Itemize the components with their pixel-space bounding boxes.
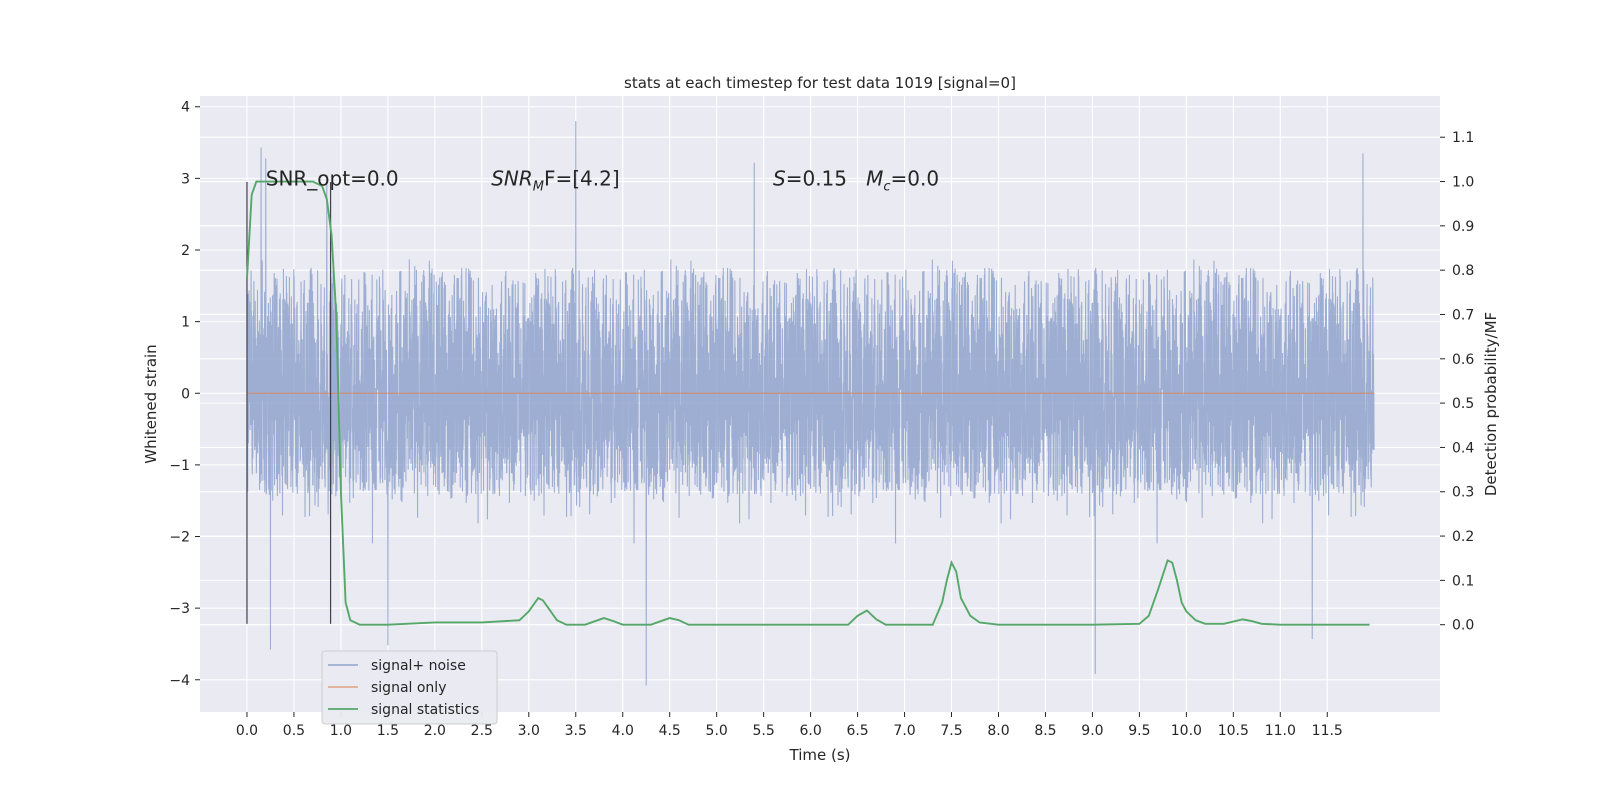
x-tick-label-21: 10.5 xyxy=(1218,723,1249,739)
x-tick-label-17: 8.5 xyxy=(1034,723,1056,739)
y2-tick-label-10: 0.1 xyxy=(1452,573,1474,589)
y2-axis-label: Detection probability/MF xyxy=(1482,312,1500,496)
x-tick-label-0: 0.0 xyxy=(236,723,258,739)
chart-title: stats at each timestep for test data 101… xyxy=(624,74,1016,92)
signal-statistics-series xyxy=(246,180,1370,626)
statistics-line xyxy=(246,180,1370,626)
annotation-snr-mf-value: F=[4.2] xyxy=(544,167,620,191)
y-axis-ticks: 4 3 2 1 0 −1 −2 −3 −4 xyxy=(169,100,200,689)
x-tick-label-8: 4.0 xyxy=(612,723,634,739)
y2-tick-label-0: 1.1 xyxy=(1452,130,1474,146)
y-tick-label-4: 0 xyxy=(181,386,190,402)
y-tick-label-0: 4 xyxy=(181,100,190,116)
x-tick-label-10: 5.0 xyxy=(706,723,728,739)
legend-label-statistics: signal statistics xyxy=(371,702,479,718)
x-tick-label-14: 7.0 xyxy=(893,723,915,739)
annotation-snr-mf-symbol: SNR xyxy=(491,167,533,191)
x-tick-label-6: 3.0 xyxy=(518,723,540,739)
x-tick-label-12: 6.0 xyxy=(799,723,821,739)
x-tick-label-5: 2.5 xyxy=(471,723,493,739)
window-markers xyxy=(246,181,332,624)
y-tick-label-3: 1 xyxy=(181,315,190,331)
annotation-snr-mf-subscript: M xyxy=(533,180,544,195)
x-axis-label: Time (s) xyxy=(789,746,851,764)
annotation-snr-mf: SNRMF=[4.2] xyxy=(491,167,619,195)
y2-tick-label-3: 0.8 xyxy=(1452,263,1474,279)
annotation-mc-symbol: M xyxy=(866,167,883,191)
x-tick-label-18: 9.0 xyxy=(1081,723,1103,739)
y2-tick-label-7: 0.4 xyxy=(1452,440,1474,456)
annotation-s-value: =0.15 xyxy=(786,167,866,191)
noise-series xyxy=(246,121,1375,686)
annotation-mc-subscript: c xyxy=(883,180,890,195)
y2-tick-label-2: 0.9 xyxy=(1452,219,1474,235)
y2-tick-label-4: 0.7 xyxy=(1452,307,1474,323)
y2-tick-label-11: 0.0 xyxy=(1452,618,1474,634)
x-tick-label-2: 1.0 xyxy=(330,723,352,739)
x-axis-ticks: 0.0 0.5 1.0 1.5 2.0 2.5 3.0 3.5 4.0 4.5 5.0 5.5 6.0 6… xyxy=(236,712,1343,739)
x-tick-label-4: 2.0 xyxy=(424,723,446,739)
y-tick-label-6: −2 xyxy=(169,530,190,546)
y2-tick-label-6: 0.5 xyxy=(1452,396,1474,412)
y-axis-label: Whitened strain xyxy=(142,344,160,463)
noise-trace xyxy=(246,121,1375,686)
x-tick-label-13: 6.5 xyxy=(846,723,868,739)
annotation-s-mc: S=0.15 Mc=0.0 xyxy=(773,167,939,195)
y-tick-label-2: 2 xyxy=(181,243,190,259)
annotation-mc-value: =0.0 xyxy=(891,167,940,191)
y-tick-label-1: 3 xyxy=(181,171,190,187)
y-tick-label-7: −3 xyxy=(169,601,190,617)
x-tick-label-7: 3.5 xyxy=(565,723,587,739)
x-tick-label-3: 1.5 xyxy=(377,723,399,739)
y-tick-label-5: −1 xyxy=(169,458,190,474)
x-tick-label-16: 8.0 xyxy=(987,723,1009,739)
x-tick-label-19: 9.5 xyxy=(1128,723,1150,739)
y2-tick-label-8: 0.3 xyxy=(1452,485,1474,501)
x-tick-label-22: 11.0 xyxy=(1265,723,1296,739)
x-tick-label-23: 11.5 xyxy=(1312,723,1343,739)
x-tick-label-1: 0.5 xyxy=(283,723,305,739)
y2-tick-label-5: 0.6 xyxy=(1452,352,1474,368)
annotation-s-symbol: S xyxy=(773,167,786,191)
y-tick-label-8: −4 xyxy=(169,673,190,689)
y2-axis-ticks: 1.1 1.0 0.9 0.8 0.7 0.6 0.5 0.4 0.3 0.2 0.1 0.0 xyxy=(1440,130,1474,634)
x-tick-label-11: 5.5 xyxy=(753,723,775,739)
annotation-snr-opt: SNR_opt=0.0 xyxy=(266,167,399,191)
legend-label-noise: signal+ noise xyxy=(371,658,466,674)
legend: signal+ noise signal only signal statist… xyxy=(321,650,498,725)
legend-label-signal: signal only xyxy=(371,680,446,696)
x-tick-label-20: 10.0 xyxy=(1171,723,1202,739)
legend-box xyxy=(321,650,498,725)
annotations: SNR_opt=0.0 SNRMF=[4.2] S=0.15 Mc=0.0 xyxy=(266,167,939,195)
x-tick-label-15: 7.5 xyxy=(940,723,962,739)
y2-tick-label-1: 1.0 xyxy=(1452,175,1474,191)
y2-tick-label-9: 0.2 xyxy=(1452,529,1474,545)
x-tick-label-9: 4.5 xyxy=(659,723,681,739)
